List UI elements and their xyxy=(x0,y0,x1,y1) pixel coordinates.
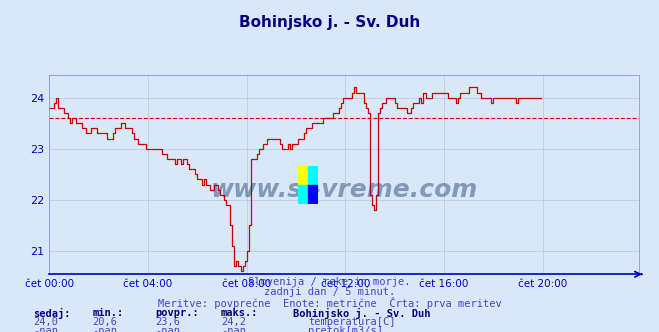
Text: Slovenija / reke in morje.: Slovenija / reke in morje. xyxy=(248,277,411,287)
Text: 23,6: 23,6 xyxy=(155,317,180,327)
Text: Bohinjsko j. - Sv. Duh: Bohinjsko j. - Sv. Duh xyxy=(293,308,431,319)
Text: Bohinjsko j. - Sv. Duh: Bohinjsko j. - Sv. Duh xyxy=(239,15,420,30)
Text: -nan: -nan xyxy=(155,326,180,332)
Text: -nan: -nan xyxy=(33,326,58,332)
Text: Meritve: povprečne  Enote: metrične  Črta: prva meritev: Meritve: povprečne Enote: metrične Črta:… xyxy=(158,297,501,309)
Text: 20,6: 20,6 xyxy=(92,317,117,327)
Text: zadnji dan / 5 minut.: zadnji dan / 5 minut. xyxy=(264,287,395,297)
Text: -nan: -nan xyxy=(221,326,246,332)
Bar xyxy=(298,185,308,204)
Text: sedaj:: sedaj: xyxy=(33,308,71,319)
Text: -nan: -nan xyxy=(92,326,117,332)
Text: povpr.:: povpr.: xyxy=(155,308,198,318)
Text: www.si-vreme.com: www.si-vreme.com xyxy=(211,178,478,202)
Text: 24,0: 24,0 xyxy=(33,317,58,327)
Text: maks.:: maks.: xyxy=(221,308,258,318)
Text: pretok[m3/s]: pretok[m3/s] xyxy=(308,326,384,332)
Text: min.:: min.: xyxy=(92,308,123,318)
Text: temperatura[C]: temperatura[C] xyxy=(308,317,396,327)
Bar xyxy=(298,166,308,185)
Bar xyxy=(308,166,318,185)
Bar xyxy=(308,185,318,204)
Text: 24,2: 24,2 xyxy=(221,317,246,327)
